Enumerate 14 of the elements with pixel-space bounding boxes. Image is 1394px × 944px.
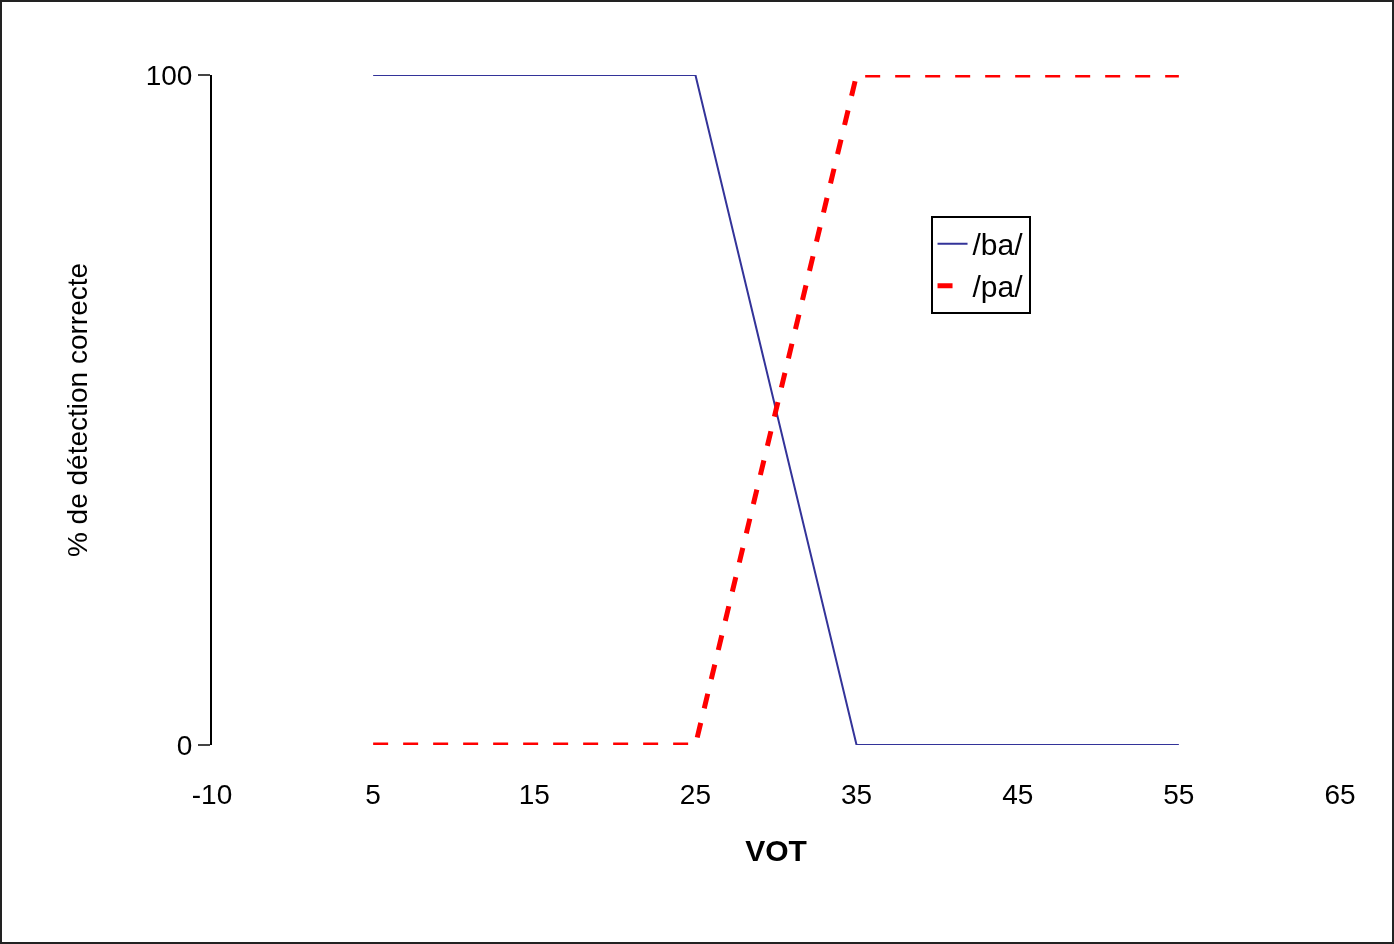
legend-label: /ba/ bbox=[972, 228, 1024, 262]
x-tick-label: 35 bbox=[840, 779, 873, 810]
x-tick-label: 65 bbox=[1324, 779, 1356, 810]
y-axis-title: % de détection correcte bbox=[61, 262, 93, 558]
y-tick-label: 0 bbox=[176, 729, 193, 761]
x-tick-label: 45 bbox=[1002, 779, 1034, 810]
x-tick-label: 55 bbox=[1163, 779, 1195, 810]
x-axis-title: VOT bbox=[745, 833, 807, 867]
x-tick-label: 15 bbox=[518, 779, 550, 810]
x-tick-label: -10 bbox=[191, 779, 233, 810]
x-tick-label: 5 bbox=[365, 779, 381, 810]
y-tick-label: 100 bbox=[145, 59, 193, 91]
x-tick-label: 25 bbox=[679, 779, 712, 810]
legend-label: /pa/ bbox=[972, 270, 1024, 304]
